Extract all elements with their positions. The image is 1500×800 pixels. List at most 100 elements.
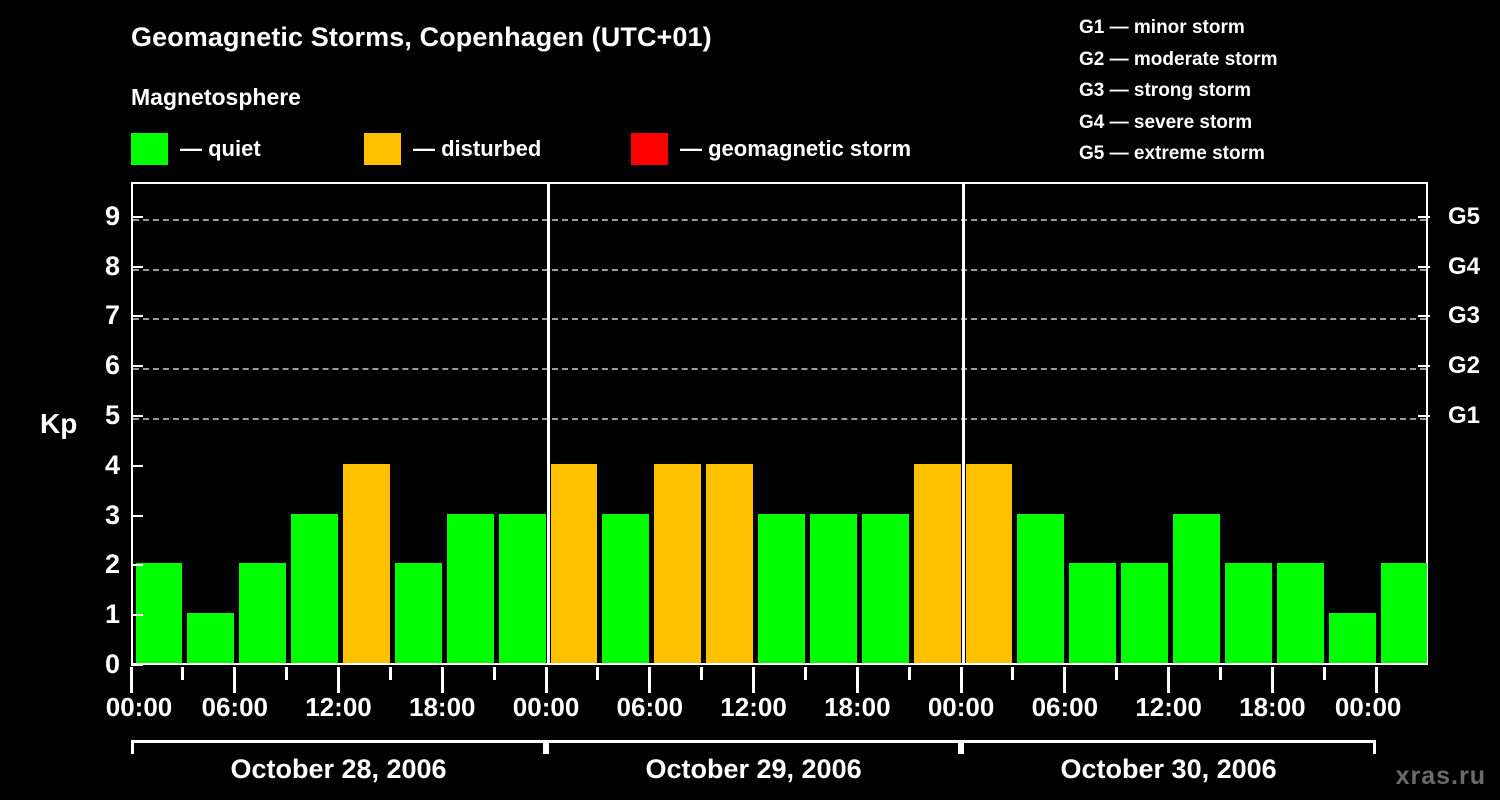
x-tick-label-8: 00:00	[927, 692, 995, 722]
bar	[187, 613, 235, 663]
date-bracket-3	[961, 740, 1377, 754]
gridline-kp-9	[133, 218, 1426, 221]
bar	[706, 463, 754, 663]
x-tick-label-11: 18:00	[1239, 692, 1306, 722]
g-tick-G3	[1418, 315, 1430, 318]
x-tick-label-9: 06:00	[1031, 692, 1099, 722]
bar	[965, 463, 1013, 663]
y-tick-8	[131, 265, 143, 268]
gridline-kp-7	[133, 318, 1426, 321]
y-axis-labels: 0 1 2 3 4 5 6 7 8 9	[84, 182, 120, 677]
y-tick-label-8: 8	[104, 250, 120, 281]
y-tick-label-7: 7	[104, 300, 120, 331]
g-tick-G2	[1418, 365, 1430, 368]
bar	[758, 513, 805, 663]
bar	[1069, 563, 1117, 663]
right-axis-labels: G1 G2 G3 G4 G5	[1448, 182, 1500, 665]
gridline-kp-6	[133, 368, 1426, 371]
legend-item-quiet: — quiet	[131, 132, 261, 166]
g-scale-legend: G1 — minor storm G2 — moderate storm G3 — …	[1079, 12, 1278, 170]
bar	[343, 463, 390, 663]
g-tick-G5	[1418, 215, 1430, 218]
bar	[1121, 563, 1169, 663]
x-tick-6	[440, 667, 444, 693]
gridlines	[133, 184, 1426, 663]
x-tick-label-7: 18:00	[824, 692, 891, 722]
y-tick-label-6: 6	[104, 350, 120, 381]
watermark: xras.ru	[1395, 762, 1486, 790]
y-tick-5	[131, 415, 143, 418]
x-tick-label-1: 06:00	[201, 692, 269, 722]
gridline-kp-8	[133, 268, 1426, 271]
x-tick-10	[648, 667, 652, 693]
g-legend-row-1: G1 — minor storm	[1079, 17, 1245, 38]
date-bracket-2	[546, 740, 962, 754]
g-tick-G1	[1418, 415, 1430, 418]
x-tick-8	[544, 667, 548, 693]
x-tick-label-5: 06:00	[616, 692, 684, 722]
y-tick-label-1: 1	[104, 599, 120, 630]
date-label-3: October 30, 2006	[1060, 754, 1277, 784]
bar	[654, 463, 702, 663]
x-tick-20	[1167, 667, 1171, 693]
g-tick-G4	[1418, 265, 1430, 268]
g-tick-label-G1: G1	[1448, 402, 1481, 430]
bar	[291, 513, 338, 663]
legend-label-quiet: — quiet	[180, 136, 261, 161]
x-tick-17	[1011, 667, 1015, 680]
g-tick-label-G5: G5	[1448, 202, 1481, 230]
legend-swatch-disturbed	[364, 133, 401, 165]
y-tick-label-4: 4	[104, 449, 120, 480]
x-tick-label-3: 18:00	[409, 692, 476, 722]
y-tick-7	[131, 315, 143, 318]
g-legend-row-2: G2 — moderate storm	[1079, 48, 1278, 70]
y-tick-4	[131, 464, 143, 467]
y-tick-1	[131, 614, 143, 617]
x-tick-12	[752, 667, 756, 693]
bar	[1328, 613, 1376, 663]
g-legend-row-5: G5 — extreme storm	[1079, 143, 1265, 164]
bars	[133, 184, 1428, 663]
legend-swatch-quiet	[131, 133, 168, 165]
bar	[809, 513, 857, 663]
x-tick-19	[1115, 667, 1119, 680]
date-label-2: October 29, 2006	[645, 754, 862, 784]
g-tick-label-G4: G4	[1448, 252, 1481, 280]
bar	[446, 513, 494, 663]
bar	[498, 513, 546, 663]
bar	[1173, 513, 1220, 663]
x-tick-label-6: 12:00	[720, 692, 787, 722]
legend-item-geomagnetic-storm: — geomagnetic storm	[631, 132, 911, 166]
plot-area	[131, 182, 1428, 665]
bar	[913, 463, 961, 663]
y-tick-label-5: 5	[104, 400, 120, 431]
legend-item-disturbed: — disturbed	[364, 132, 541, 166]
y-tick-2	[131, 564, 143, 567]
x-tick-23	[1322, 667, 1326, 680]
y-tick-3	[131, 514, 143, 517]
g-legend-row-3: G3 — strong storm	[1079, 80, 1252, 101]
y-axis-title: Kp	[40, 408, 78, 439]
bar	[550, 463, 598, 663]
chart-title: Geomagnetic Storms, Copenhagen (UTC+01)	[131, 22, 712, 52]
x-tick-21	[1218, 667, 1222, 680]
bar	[1224, 563, 1272, 663]
day-dividers	[133, 184, 1426, 663]
x-tick-3	[285, 667, 289, 680]
x-tick-4	[337, 667, 341, 693]
y-tick-9	[131, 215, 143, 218]
x-tick-5	[388, 667, 392, 680]
date-label-1: October 28, 2006	[230, 754, 447, 784]
date-bracket-1	[131, 740, 547, 754]
bar	[861, 513, 909, 663]
x-tick-7	[492, 667, 496, 680]
chart-subtitle: Magnetosphere	[131, 84, 301, 110]
bar	[1276, 563, 1324, 663]
g-legend-row-4: G4 — severe storm	[1079, 111, 1253, 133]
x-tick-label-2: 12:00	[305, 692, 372, 722]
legend-label-disturbed: — disturbed	[413, 136, 542, 161]
y-tick-label-9: 9	[104, 200, 120, 231]
y-tick-label-3: 3	[104, 499, 120, 530]
bar	[394, 563, 442, 663]
